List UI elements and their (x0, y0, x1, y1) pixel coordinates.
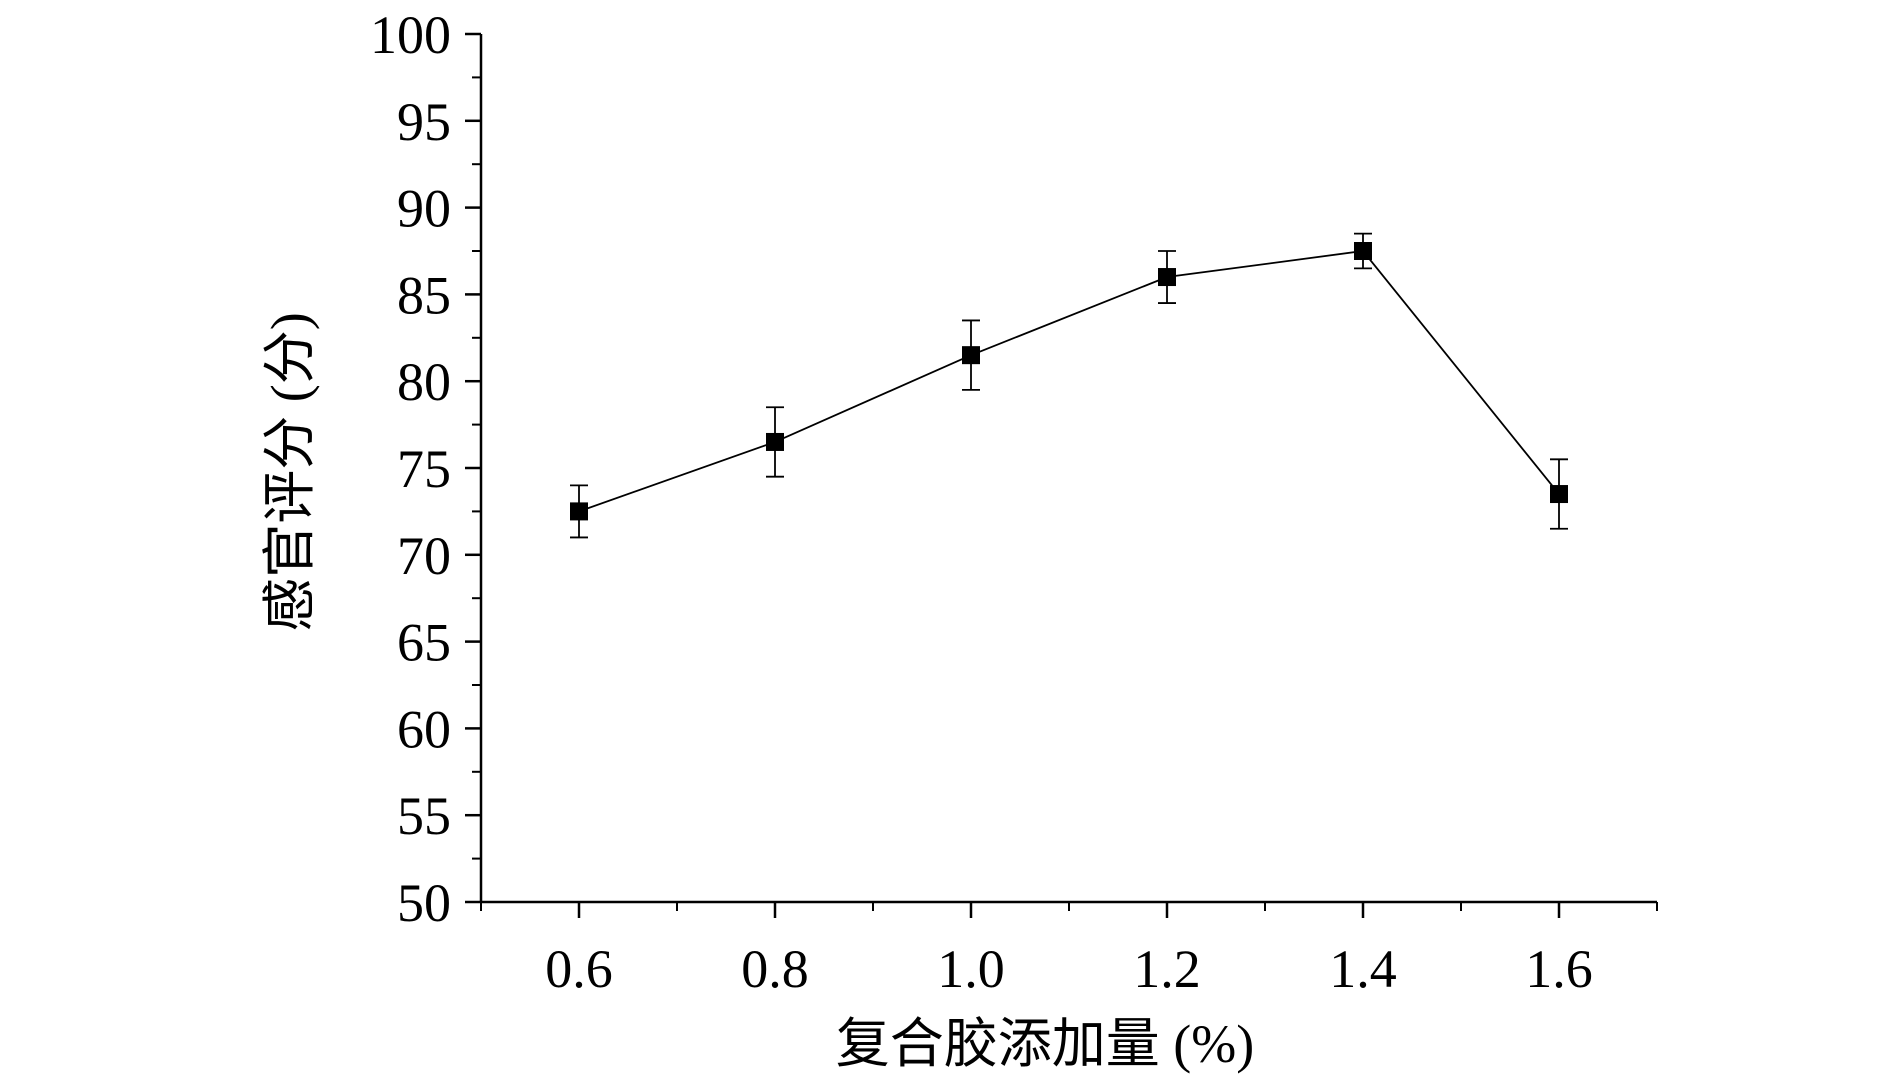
y-tick-label: 50 (397, 873, 451, 933)
y-tick-label: 55 (397, 786, 451, 846)
data-point (1158, 268, 1176, 287)
y-tick-label: 95 (397, 92, 451, 152)
axes (479, 34, 1657, 904)
x-tick-label: 1.2 (1133, 939, 1201, 999)
y-axis-title: 感官评分 (分) (260, 312, 320, 631)
data-point (1354, 242, 1372, 260)
y-tick-label: 80 (397, 352, 451, 412)
y-tick-label: 90 (397, 179, 451, 239)
tick-labels: 50 55 60 65 70 75 80 85 90 95 100 0.6 0.8 1.0 1.2 1.4 1.… (370, 5, 1593, 999)
data-point (766, 432, 784, 451)
x-tick-label: 1.0 (937, 939, 1005, 999)
y-tick-label: 100 (370, 5, 451, 65)
data-point (1550, 485, 1568, 504)
x-tick-label: 0.6 (545, 939, 613, 999)
data-point (570, 502, 588, 521)
x-tick-label: 1.4 (1329, 939, 1397, 999)
y-tick-label: 60 (397, 699, 451, 759)
y-tick-label: 65 (397, 613, 451, 673)
x-tick-label: 1.6 (1525, 939, 1593, 999)
y-tick-label: 85 (397, 265, 451, 325)
ticks (465, 32, 1658, 918)
data-point (962, 346, 980, 365)
series-layer (570, 232, 1568, 539)
y-tick-label: 70 (397, 526, 451, 586)
series-line (578, 250, 1560, 513)
x-axis-title: 复合胶添加量 (%) (836, 1014, 1254, 1074)
y-tick-label: 75 (397, 439, 451, 499)
x-tick-label: 0.8 (741, 939, 809, 999)
